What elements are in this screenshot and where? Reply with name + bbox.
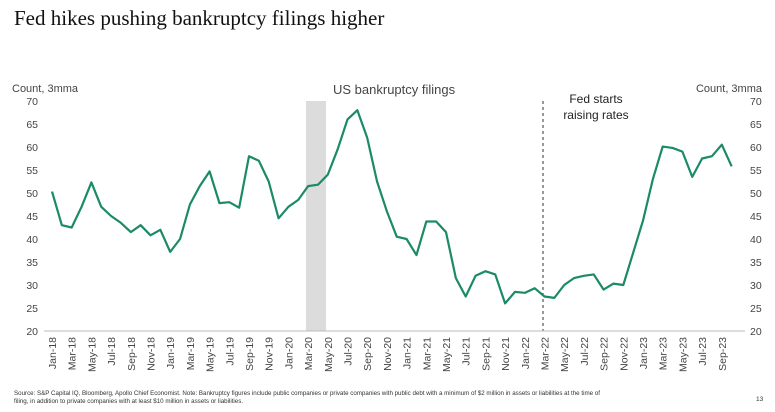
- y2-tick-label: 40: [750, 234, 762, 246]
- x-tick-label: Jul-20: [343, 337, 355, 366]
- y-tick-label: 60: [26, 142, 38, 154]
- x-tick-label: Jan-21: [402, 337, 414, 369]
- y2-tick-label: 20: [750, 326, 762, 338]
- chart-title: Fed hikes pushing bankruptcy filings hig…: [14, 6, 385, 30]
- annotation: Fed starts: [569, 92, 622, 106]
- y2-tick-label: 55: [750, 165, 762, 177]
- y2-tick-label: 70: [750, 96, 762, 108]
- data-line: [50, 109, 733, 305]
- y-tick-label: 50: [26, 188, 38, 200]
- x-tick-label: Mar-22: [540, 337, 552, 370]
- x-tick-label: Sep-21: [480, 337, 492, 371]
- x-tick-label: Jan-18: [47, 337, 59, 369]
- y-axis-label: Count, 3mma: [12, 83, 79, 95]
- y2-tick-label: 65: [750, 119, 762, 131]
- x-tick-label: Mar-19: [185, 337, 197, 370]
- x-tick-label: Sep-23: [717, 337, 729, 371]
- y2-tick-label: 45: [750, 211, 762, 223]
- y-tick-label: 65: [26, 119, 38, 131]
- y-tick-label: 20: [26, 326, 38, 338]
- y-tick-label: 70: [26, 96, 38, 108]
- annotation: US bankruptcy filings: [333, 82, 456, 97]
- x-tick-label: Jan-19: [165, 337, 177, 369]
- x-tick-label: Nov-20: [382, 337, 394, 371]
- x-tick-label: Sep-19: [244, 337, 256, 371]
- y2-tick-label: 30: [750, 280, 762, 292]
- y-tick-label: 45: [26, 211, 38, 223]
- y-tick-label: 40: [26, 234, 38, 246]
- x-tick-label: Sep-18: [126, 337, 138, 371]
- x-tick-label: Nov-21: [500, 337, 512, 371]
- y-tick-label: 25: [26, 303, 38, 315]
- x-tick-label: Nov-22: [618, 337, 630, 371]
- y2-tick-label: 60: [750, 142, 762, 154]
- x-tick-label: May-23: [677, 337, 689, 372]
- x-tick-label: May-21: [441, 337, 453, 372]
- x-tick-label: May-19: [205, 337, 217, 372]
- page-number: 13: [756, 396, 764, 403]
- annotation: raising rates: [563, 108, 628, 122]
- y2-tick-label: 35: [750, 257, 762, 269]
- x-tick-label: Jul-19: [224, 337, 236, 366]
- x-tick-label: Nov-19: [264, 337, 276, 371]
- x-tick-label: May-22: [559, 337, 571, 372]
- y2-tick-label: 50: [750, 188, 762, 200]
- x-tick-label: May-20: [323, 337, 335, 372]
- x-tick-label: Jul-21: [461, 337, 473, 366]
- y-tick-label: 55: [26, 165, 38, 177]
- x-tick-label: Jul-18: [106, 337, 118, 366]
- x-tick-label: May-18: [86, 337, 98, 372]
- x-tick-label: Nov-18: [146, 337, 158, 371]
- x-tick-label: Mar-23: [658, 337, 670, 370]
- x-tick-label: Jan-23: [638, 337, 650, 369]
- x-tick-label: Mar-20: [303, 337, 315, 370]
- y-tick-label: 30: [26, 280, 38, 292]
- y2-axis-label: Count, 3mma: [696, 83, 763, 95]
- shaded-period: [306, 101, 326, 331]
- x-tick-label: Sep-22: [599, 337, 611, 371]
- x-tick-label: Sep-20: [362, 337, 374, 371]
- x-tick-label: Jan-20: [283, 337, 295, 369]
- x-tick-label: Jul-23: [697, 337, 709, 366]
- source-note: Source: S&P Capital IQ, Bloomberg, Apoll…: [14, 390, 600, 405]
- y2-tick-label: 25: [750, 303, 762, 315]
- y-tick-label: 35: [26, 257, 38, 269]
- x-tick-label: Mar-18: [67, 337, 79, 370]
- x-tick-label: Jul-22: [579, 337, 591, 366]
- x-tick-label: Jan-22: [520, 337, 532, 369]
- x-tick-label: Mar-21: [421, 337, 433, 370]
